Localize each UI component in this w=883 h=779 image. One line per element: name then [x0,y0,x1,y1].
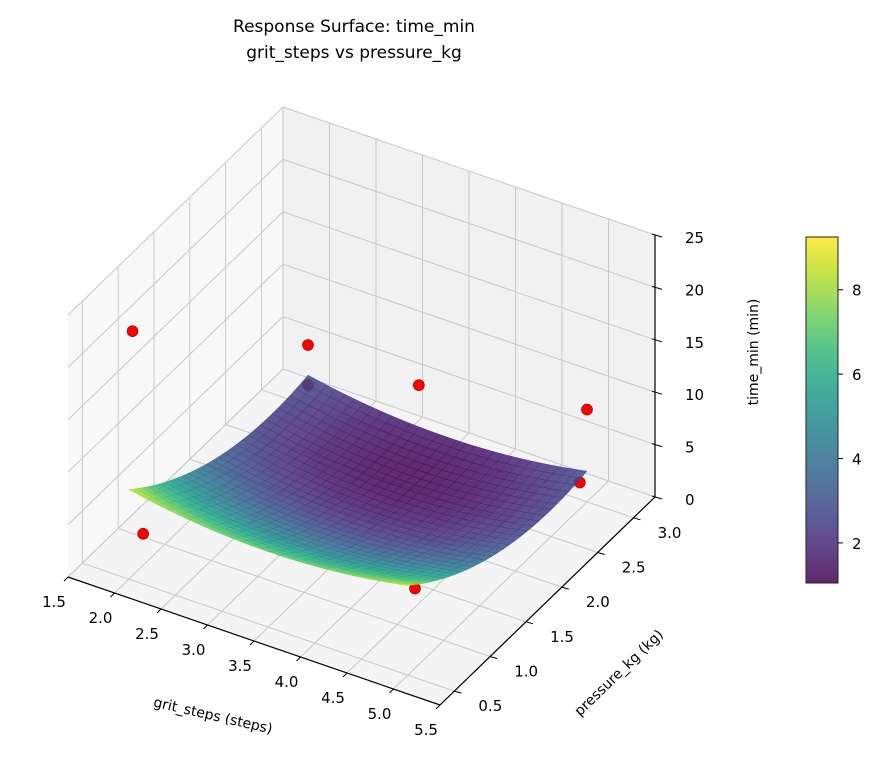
y-tick [597,551,605,555]
x-tick [63,576,69,582]
y-tick-label: 1.0 [514,662,538,680]
x-tick [342,672,348,678]
gridline [82,562,455,692]
gridline [67,106,284,316]
gridline [282,211,656,341]
gridline [282,158,656,288]
x-tick [435,704,441,710]
x-tick [203,624,208,630]
surface [128,374,588,586]
x-tick-label: 2.5 [135,625,159,643]
data-point [413,379,425,391]
gridline [118,527,491,657]
y-tick [561,586,569,590]
gridline [393,480,609,690]
data-point [581,403,593,416]
gridline [282,316,656,446]
y-tick-label: 1.5 [550,628,574,646]
gridline [282,106,656,236]
gridline [282,368,656,498]
axes: 1.5 2.0 2.5 3.0 3.5 4.0 4.5 5.0 5.5 0.5 1.0 1.5 2.0 2… [42,229,704,739]
y-tick [633,517,641,521]
x-tick [389,688,394,694]
x-tick [156,608,162,614]
colorbar: 2 4 6 8 [805,236,862,584]
y-tick [490,655,498,659]
chart-title: Response Surface: time_min [233,17,475,37]
data-point [302,339,314,351]
gridline [67,316,284,525]
x-tick-label: 4.0 [275,673,299,691]
colorbar-gradient [805,236,839,584]
x-tick-label: 1.5 [42,593,66,611]
x-tick-label: 4.5 [321,689,345,707]
z-tick-label: 25 [685,229,704,247]
gridline [67,368,284,578]
y-axis-label: pressure_kg (kg) [572,627,667,720]
y-axis-line [439,496,656,706]
z-tick [651,390,663,395]
x-tick-label: 5.0 [368,705,392,723]
surface-patch [398,583,414,586]
colorbar-tick-label: 8 [852,282,862,300]
y-tick-label: 3.0 [658,524,682,542]
x-tick-label: 3.5 [228,657,252,675]
z-tick-label: 20 [685,281,704,299]
z-tick [651,338,663,343]
chart-subtitle: grit_steps vs pressure_kg [246,43,462,63]
x-axis-label: grit_steps (steps) [152,695,274,738]
colorbar-tick-label: 2 [852,535,862,553]
y-tick [525,621,534,625]
left-pane [68,107,283,577]
y-tick-label: 2.5 [622,558,646,576]
y-tick-label: 2.0 [586,593,610,611]
y-tick-label: 0.5 [478,697,502,715]
z-tick-label: 15 [685,334,704,352]
colorbar-tick-label: 4 [852,451,862,469]
z-tick [651,443,663,448]
x-tick-label: 5.5 [414,721,438,739]
gridline [67,211,284,421]
colorbar-tick-label: 6 [852,366,862,384]
z-tick-label: 5 [685,439,695,457]
gridline [282,263,656,393]
x-tick [296,656,301,662]
y-tick [454,690,462,694]
data-point [137,528,149,540]
x-tick [110,592,115,598]
points-front [126,325,593,416]
z-tick [651,495,663,500]
z-tick-label: 0 [685,491,695,509]
x-tick [249,640,255,646]
gridline [67,159,284,368]
x-tick-label: 3.0 [182,641,206,659]
z-tick [651,285,663,290]
z-tick-label: 10 [685,386,704,404]
x-tick-label: 2.0 [89,609,113,627]
data-point [126,325,139,338]
gridline [67,263,284,473]
z-tick [651,233,663,238]
z-axis-label: time_min (min) [746,299,762,406]
